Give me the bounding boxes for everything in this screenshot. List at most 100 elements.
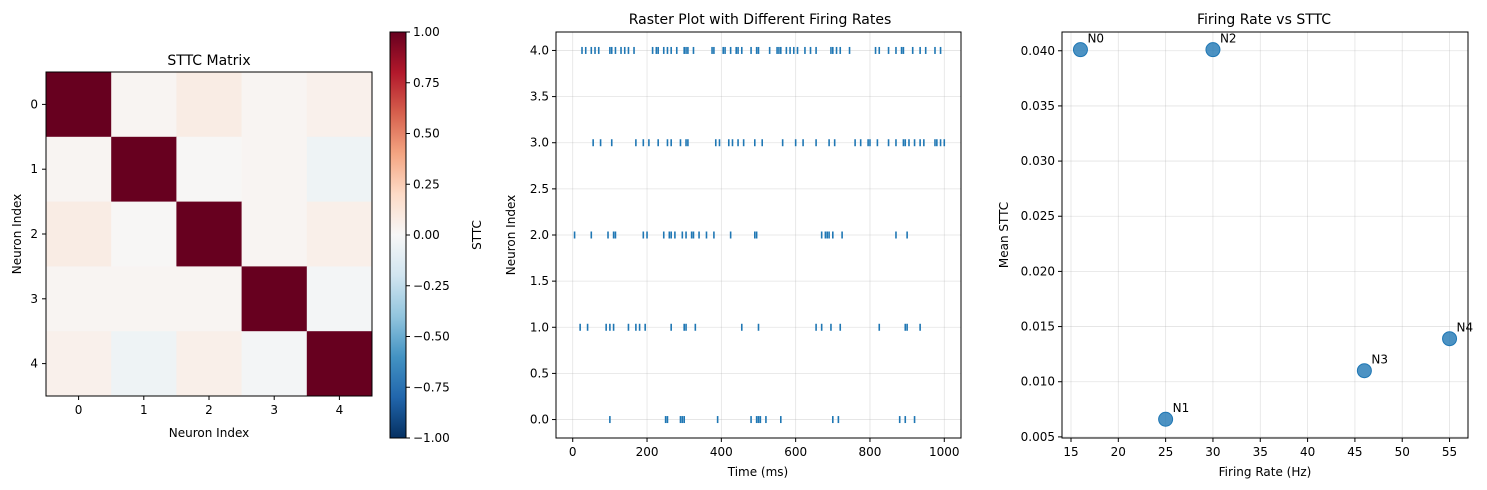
raster-xtick-label: 0: [569, 445, 577, 459]
heatmap-cell-3-2: [176, 266, 243, 332]
raster-ytick-label: 1.0: [530, 320, 549, 334]
rate-sttc-xtick-label: 30: [1205, 445, 1220, 459]
rate-sttc-grid: [1062, 32, 1468, 438]
heatmap-cell-3-0: [46, 266, 112, 332]
heatmap-cell-3-4: [306, 266, 373, 332]
heatmap-cell-4-4: [306, 331, 373, 397]
rate-sttc-panel: Firing Rate vs STTC N0 N1 N2 N3 N4 15 20 25 30 3…: [997, 12, 1473, 479]
rate-sttc-frame: [1061, 31, 1469, 439]
rate-sttc-xtick-label: 35: [1253, 445, 1268, 459]
colorbar-tick-label: 1.00: [413, 25, 440, 39]
heatmap-cell-3-3: [241, 266, 308, 332]
point-n4: [1442, 331, 1458, 347]
heatmap-xtick-label: 0: [75, 403, 83, 417]
heatmap-title: STTC Matrix: [167, 53, 250, 69]
heatmap-cell-0-0: [46, 72, 112, 138]
heatmap-cell-0-3: [241, 72, 308, 138]
colorbar-label: STTC: [470, 220, 484, 250]
colorbar-tick-label: −0.25: [413, 279, 450, 293]
point-label-n0: N0: [1087, 32, 1104, 46]
rate-sttc-xtick-label: 45: [1347, 445, 1362, 459]
point-label-n4: N4: [1457, 321, 1474, 335]
colorbar-tick-label: −1.00: [413, 431, 450, 445]
rate-sttc-ylabel: Mean STTC: [997, 202, 1011, 268]
colorbar-tick-label: 0.25: [413, 177, 440, 191]
rate-sttc-xtick-label: 20: [1111, 445, 1126, 459]
heatmap-ylabel: Neuron Index: [10, 194, 24, 274]
colorbar-tick-label: 0.00: [413, 228, 440, 242]
rate-sttc-ytick-label: 0.040: [1021, 44, 1055, 58]
point-n3: [1356, 363, 1372, 379]
colorbar-tick-label: 0.50: [413, 127, 440, 141]
raster-xtick-label: 400: [710, 445, 733, 459]
heatmap-cell-1-3: [241, 136, 308, 203]
raster-ylabel: Neuron Index: [504, 195, 518, 275]
raster-ytick-label: 3.5: [530, 90, 549, 104]
raster-xlabel: Time (ms): [727, 465, 789, 479]
rate-sttc-ticks: 15 20 25 30 35 40 45 50 55 0.005 0.010 0.015 0.020 0.…: [1021, 44, 1458, 459]
raster-spikes: [573, 46, 946, 424]
point-n2: [1205, 42, 1221, 58]
heatmap-cell-2-4: [306, 201, 373, 267]
raster-panel: Raster Plot with Different Firing Rates …: [504, 12, 962, 479]
raster-ytick-label: 2.0: [530, 228, 549, 242]
heatmap-cell-4-1: [111, 331, 177, 397]
heatmap-cell-1-1: [111, 136, 177, 203]
heatmap-cell-2-1: [111, 201, 177, 267]
rate-sttc-ytick-label: 0.020: [1021, 264, 1055, 278]
raster-ticks: 0 200 400 600 800 1000 0.0 0.5 1.0 1.5 2.0 2.5 3.0 3.…: [530, 43, 960, 459]
rate-sttc-xtick-label: 15: [1063, 445, 1078, 459]
heatmap-cell-1-4: [306, 136, 373, 203]
colorbar-tick-label: −0.50: [413, 330, 450, 344]
heatmap-ytick-label: 1: [30, 162, 38, 176]
heatmap-cell-2-3: [241, 201, 308, 267]
raster-ytick-label: 0.5: [530, 366, 549, 380]
heatmap-ytick-label: 0: [30, 97, 38, 111]
rate-sttc-ytick-label: 0.015: [1021, 320, 1055, 334]
heatmap-cell-2-0: [46, 201, 112, 267]
raster-xtick-label: 1000: [929, 445, 960, 459]
colorbar-tick-label: 0.75: [413, 76, 440, 90]
raster-ytick-label: 4.0: [530, 43, 549, 57]
point-label-n1: N1: [1173, 401, 1190, 415]
heatmap-cell-4-3: [241, 331, 308, 397]
colorbar: −1.00 −0.75 −0.50 −0.25 0.00 0.25 0.50 0.75 1.00…: [389, 25, 484, 445]
heatmap-cell-2-2: [176, 201, 243, 267]
raster-xtick-label: 200: [636, 445, 659, 459]
point-label-n2: N2: [1220, 32, 1237, 46]
rate-sttc-ytick-label: 0.035: [1021, 99, 1055, 113]
raster-ytick-label: 1.5: [530, 274, 549, 288]
heatmap-cell-0-1: [111, 72, 177, 138]
heatmap-ytick-label: 4: [30, 357, 38, 371]
rate-sttc-xtick-label: 50: [1395, 445, 1410, 459]
heatmap-ytick-label: 2: [30, 227, 38, 241]
raster-grid: [556, 32, 961, 438]
raster-ytick-label: 0.0: [530, 413, 549, 427]
rate-sttc-points: N0 N1 N2 N3 N4: [1072, 32, 1474, 427]
heatmap-cell-4-0: [46, 331, 112, 397]
colorbar-tick-label: −0.75: [413, 380, 450, 394]
raster-ytick-label: 3.0: [530, 136, 549, 150]
heatmap-xtick-label: 2: [205, 403, 213, 417]
raster-xtick-label: 600: [784, 445, 807, 459]
rate-sttc-xtick-label: 25: [1158, 445, 1173, 459]
rate-sttc-ytick-label: 0.010: [1021, 375, 1055, 389]
heatmap-xlabel: Neuron Index: [169, 426, 249, 440]
rate-sttc-xtick-label: 55: [1442, 445, 1457, 459]
rate-sttc-title: Firing Rate vs STTC: [1197, 12, 1331, 28]
colorbar-gradient: [390, 32, 406, 438]
heatmap-xtick-label: 1: [140, 403, 148, 417]
raster-ytick-label: 2.5: [530, 182, 549, 196]
point-n1: [1158, 411, 1174, 427]
heatmap-cell-0-4: [306, 72, 373, 138]
raster-xtick-label: 800: [859, 445, 882, 459]
heatmap-xtick-label: 3: [270, 403, 278, 417]
raster-title: Raster Plot with Different Firing Rates: [629, 12, 892, 28]
sttc-matrix-panel: STTC Matrix 0 1 2 3 4 0 1 2 3 4 Neuron Index Neur…: [10, 53, 373, 440]
heatmap-cell-0-2: [176, 72, 243, 138]
heatmap-ticks: 0 1 2 3 4 0 1 2 3 4: [30, 97, 343, 417]
colorbar-ticks: −1.00 −0.75 −0.50 −0.25 0.00 0.25 0.50 0.75 1.00: [406, 25, 450, 445]
rate-sttc-ytick-label: 0.030: [1021, 154, 1055, 168]
heatmap-cell-1-0: [46, 136, 112, 203]
